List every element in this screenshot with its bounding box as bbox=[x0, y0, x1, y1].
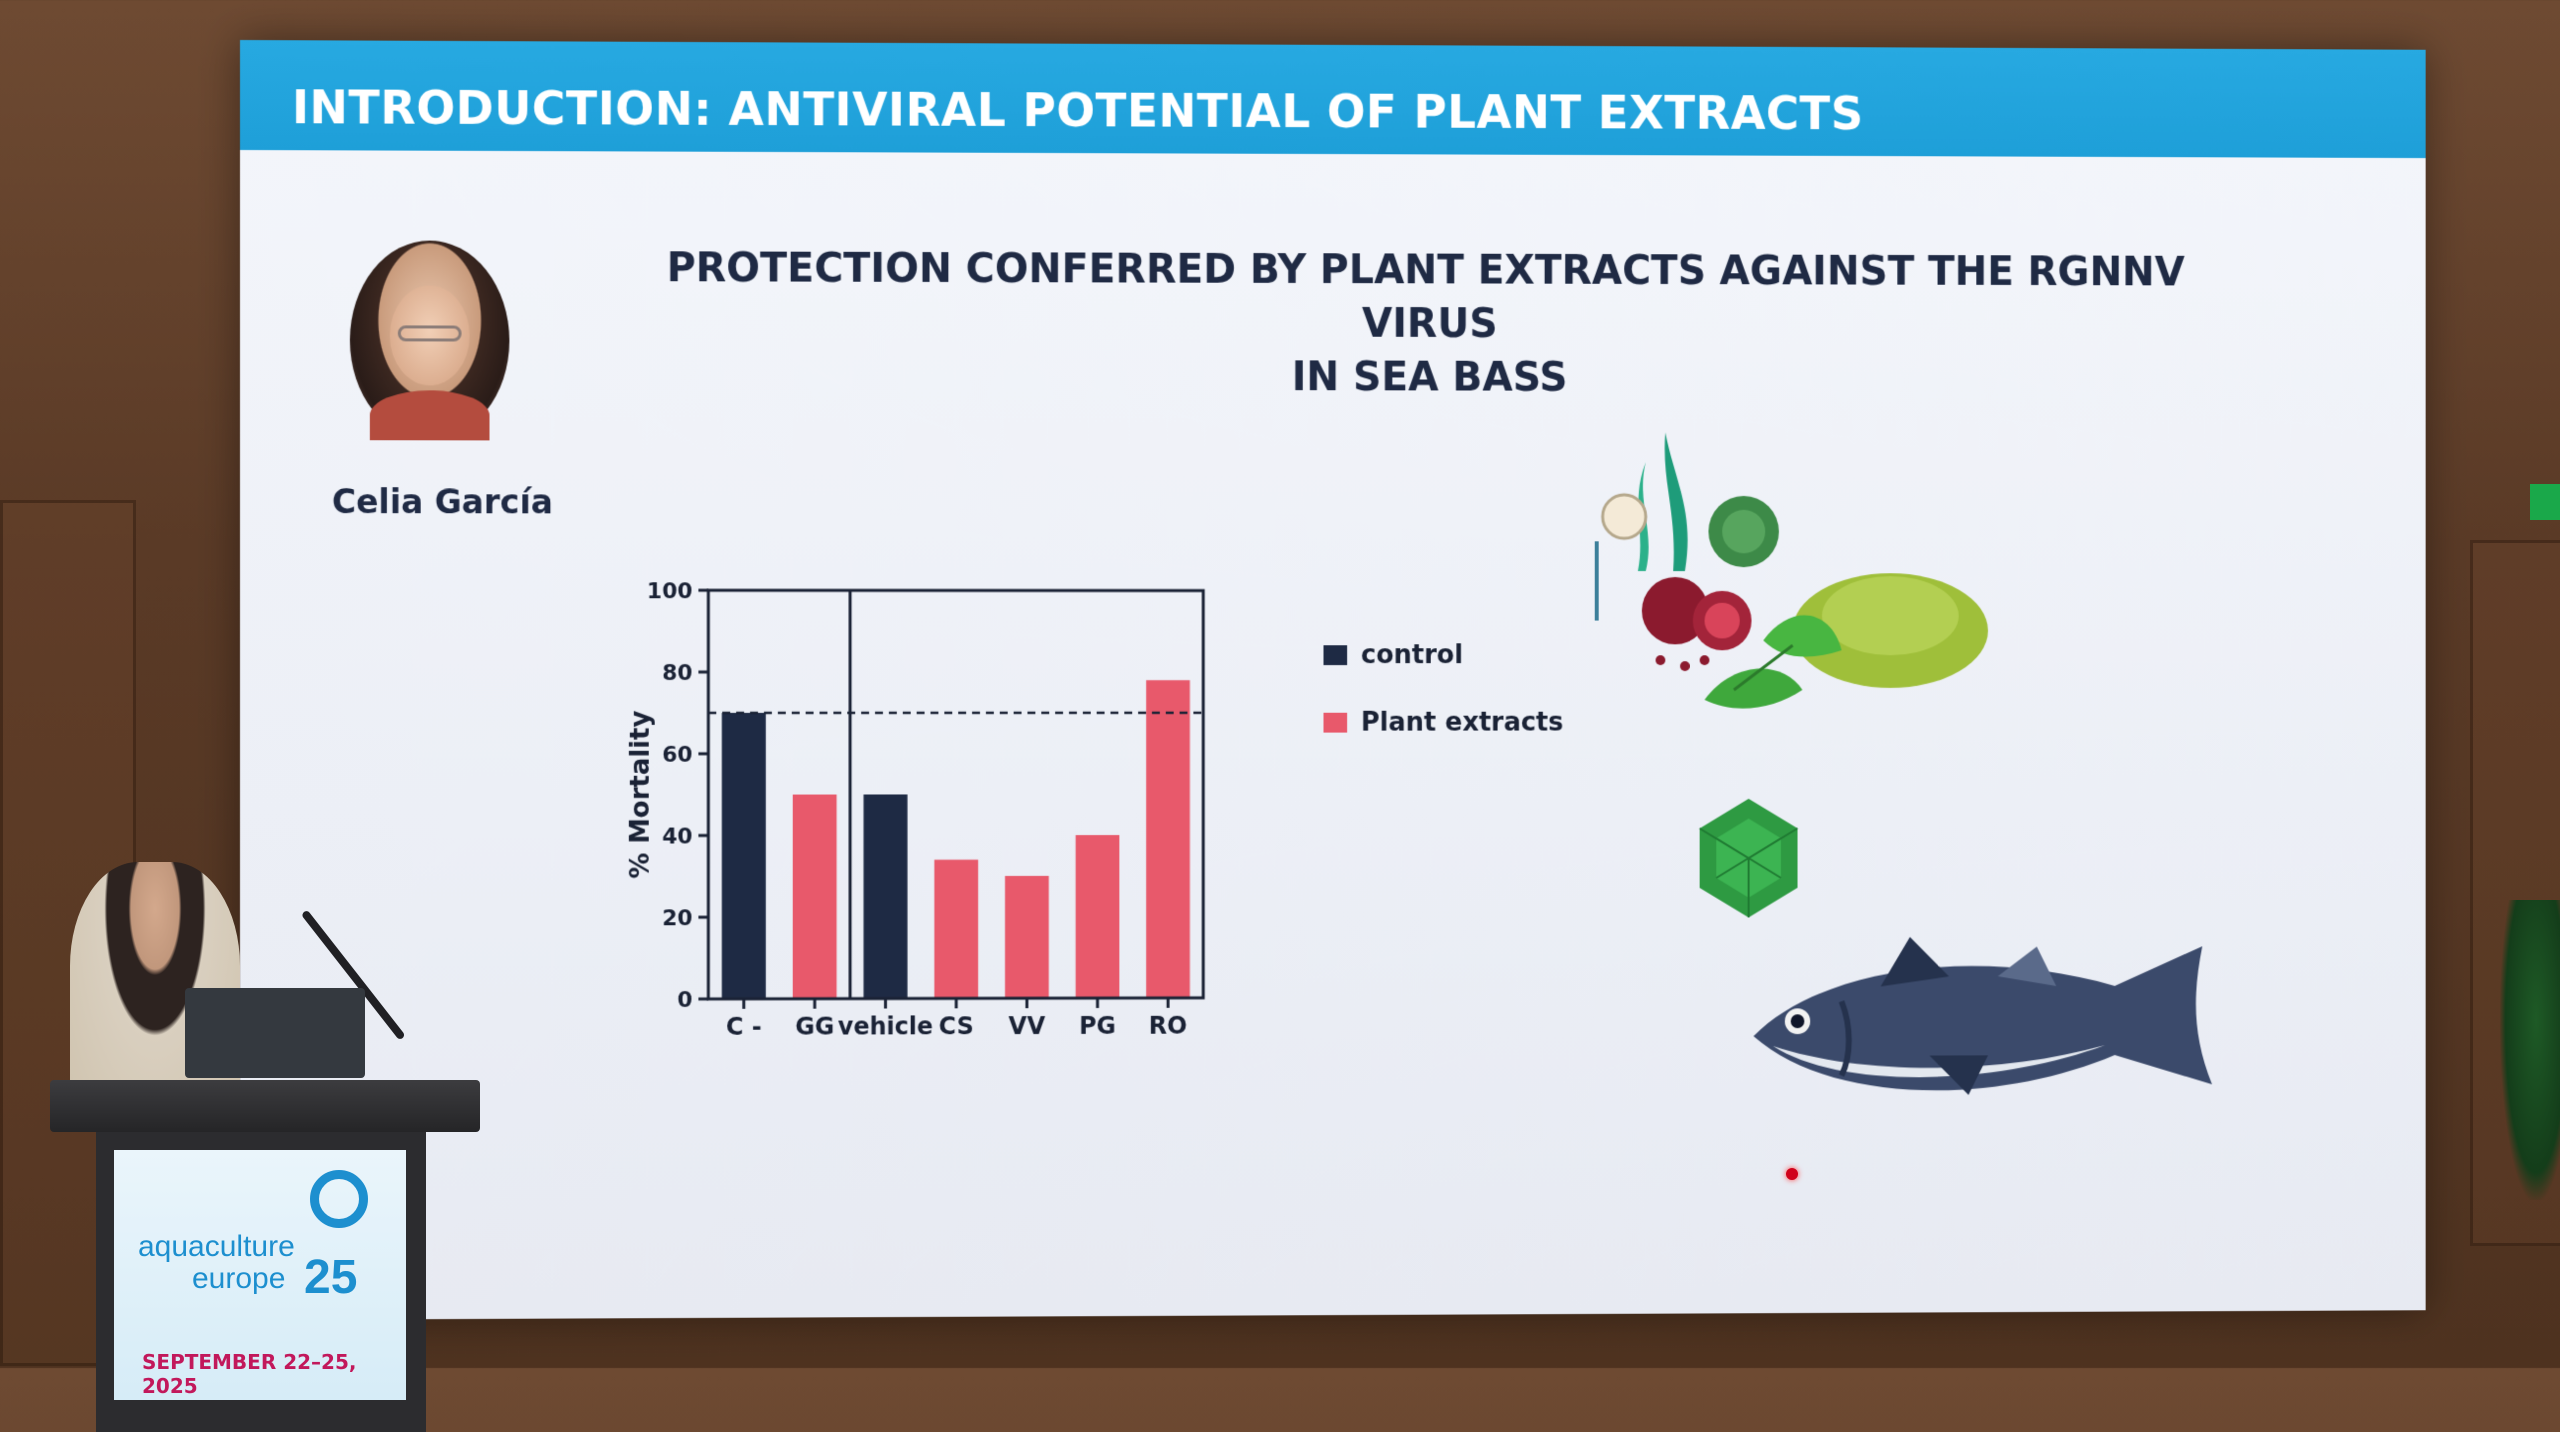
x-tick-label: CS bbox=[939, 1012, 974, 1040]
glasses-icon bbox=[398, 325, 462, 341]
event-dates: SEPTEMBER 22–25, 2025 bbox=[142, 1350, 406, 1398]
x-tick-label: RO bbox=[1149, 1012, 1187, 1040]
bar-plant-extracts-6 bbox=[1146, 680, 1190, 998]
podium-banner: aquaculture europe 25 SEPTEMBER 22–25, 2… bbox=[114, 1150, 406, 1400]
laser-pointer-dot bbox=[1786, 1168, 1798, 1180]
presenter-name: Celia García bbox=[332, 482, 553, 521]
brand-line2: europe bbox=[192, 1262, 285, 1296]
green-powder-icon bbox=[1685, 561, 1998, 729]
chart-legend: control Plant extracts bbox=[1324, 640, 1564, 775]
brand-year: 25 bbox=[304, 1250, 357, 1305]
podium-top bbox=[50, 1080, 480, 1132]
podium: aquaculture europe 25 SEPTEMBER 22–25, 2… bbox=[60, 1080, 480, 1380]
y-axis-label: % Mortality bbox=[626, 710, 656, 878]
y-tick-label: 60 bbox=[662, 743, 692, 768]
slide-header-title: INTRODUCTION: ANTIVIRAL POTENTIAL OF PLA… bbox=[292, 80, 1864, 140]
bar-control-0 bbox=[722, 713, 766, 999]
legend-item-control: control bbox=[1324, 640, 1564, 670]
mortality-chart: 0 20 40 60 80 100 % Mortality C - GGvehicleCS VV P… bbox=[589, 560, 1223, 1064]
virus-icon bbox=[1685, 794, 1812, 923]
mortality-chart-svg: 0 20 40 60 80 100 % Mortality C - GGvehicleCS VV P… bbox=[589, 560, 1223, 1059]
laptop bbox=[185, 988, 365, 1078]
brand-line1: aquaculture bbox=[138, 1230, 295, 1264]
x-tick-label: GG bbox=[795, 1013, 834, 1041]
exit-sign bbox=[2530, 484, 2560, 520]
presenter-photo bbox=[350, 240, 510, 440]
legend-label-control: control bbox=[1361, 640, 1463, 670]
bar-control-2 bbox=[864, 794, 908, 998]
y-tick-label: 20 bbox=[662, 906, 692, 931]
y-tick-label: 80 bbox=[662, 661, 692, 686]
x-tick-label: VV bbox=[1009, 1012, 1046, 1040]
x-tick-label: vehicle bbox=[838, 1012, 933, 1040]
projection-screen: INTRODUCTION: ANTIVIRAL POTENTIAL OF PLA… bbox=[240, 40, 2426, 1320]
slide-header-bar: INTRODUCTION: ANTIVIRAL POTENTIAL OF PLA… bbox=[240, 40, 2426, 158]
aquaculture-europe-logo-icon bbox=[310, 1170, 368, 1228]
legend-swatch-plant-extracts bbox=[1324, 713, 1348, 733]
legend-swatch-control bbox=[1324, 645, 1348, 665]
legend-label-plant-extracts: Plant extracts bbox=[1361, 708, 1563, 738]
slide-title: PROTECTION CONFERRED BY PLANT EXTRACTS A… bbox=[599, 241, 2251, 406]
sea-bass-icon bbox=[1744, 907, 2290, 1135]
slide-title-line1: PROTECTION CONFERRED BY PLANT EXTRACTS A… bbox=[599, 241, 2251, 353]
legend-item-plant-extracts: Plant extracts bbox=[1324, 708, 1564, 738]
bar-plant-extracts-3 bbox=[934, 860, 978, 999]
presenter-shirt bbox=[370, 390, 490, 440]
slide-title-line2: IN SEA BASS bbox=[599, 349, 2251, 406]
y-tick-label: 40 bbox=[662, 825, 692, 850]
bar-plant-extracts-5 bbox=[1076, 835, 1120, 998]
potted-plant bbox=[2500, 900, 2560, 1200]
y-tick-label: 100 bbox=[647, 579, 693, 604]
bar-plant-extracts-4 bbox=[1005, 876, 1049, 998]
x-tick-label: PG bbox=[1079, 1012, 1116, 1040]
x-tick-label: C - bbox=[726, 1013, 762, 1041]
y-tick-label: 0 bbox=[677, 988, 692, 1013]
bar-plant-extracts-1 bbox=[793, 795, 837, 999]
